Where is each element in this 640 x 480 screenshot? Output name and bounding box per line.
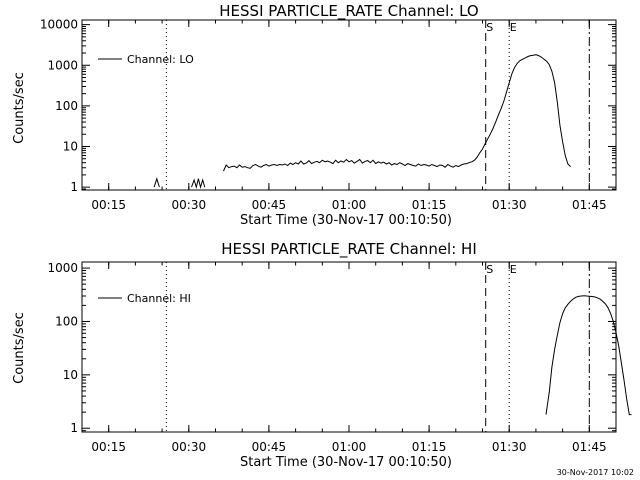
- event-marker-label: E: [510, 21, 517, 34]
- series-line: [223, 54, 571, 172]
- y-tick-label: 1000: [47, 58, 78, 72]
- panel-lo-title: HESSI PARTICLE_RATE Channel: LO: [219, 2, 478, 21]
- series-line: [153, 177, 160, 188]
- x-tick-label: 01:00: [332, 440, 367, 454]
- panel-channel-lo: HESSI PARTICLE_RATE Channel: LO Counts/s…: [12, 2, 617, 228]
- panel-lo-legend-label: Channel: LO: [127, 53, 194, 66]
- panel-lo-legend: Channel: LO: [98, 53, 194, 66]
- panel-hi-ticks: 00:15 00:30 00:45 01:00 01:15 01:30 01:45 1 10 10…: [47, 261, 617, 454]
- x-tick-label: 00:45: [252, 198, 287, 212]
- x-tick-label: 01:30: [492, 440, 527, 454]
- panel-hi-y-axis-label: Counts/sec: [12, 312, 27, 384]
- panel-hi-plot-frame: [81, 261, 617, 433]
- panel-hi-x-axis-label: Start Time (30-Nov-17 00:10:50): [240, 455, 452, 470]
- panel-channel-hi: HESSI PARTICLE_RATE Channel: HI Counts/s…: [12, 240, 632, 470]
- series-line: [545, 295, 632, 416]
- panel-lo-x-axis-label: Start Time (30-Nov-17 00:10:50): [240, 213, 452, 228]
- y-tick-label: 100: [55, 314, 78, 328]
- y-tick-label: 10000: [40, 18, 78, 32]
- x-tick-label: 01:15: [412, 440, 447, 454]
- series-line: [191, 178, 206, 189]
- x-tick-label: 01:15: [412, 198, 447, 212]
- timestamp-footer: 30-Nov-2017 10:02: [557, 468, 634, 477]
- y-tick-label: 100: [55, 99, 78, 113]
- x-tick-label: 01:00: [332, 198, 367, 212]
- x-tick-label: 00:30: [172, 198, 207, 212]
- panel-hi-legend-label: Channel: HI: [127, 292, 191, 305]
- x-tick-label: 00:30: [172, 440, 207, 454]
- panel-hi-series: [545, 295, 632, 416]
- event-marker-label: S: [486, 21, 493, 34]
- x-tick-label: 00:15: [91, 198, 126, 212]
- x-tick-label: 00:45: [252, 440, 287, 454]
- y-tick-label: 1: [70, 421, 78, 435]
- x-tick-label: 01:30: [492, 198, 527, 212]
- panel-hi-legend: Channel: HI: [98, 292, 191, 305]
- panel-lo-series: [153, 54, 571, 189]
- x-tick-label: 00:15: [91, 440, 126, 454]
- x-tick-label: 01:45: [572, 440, 607, 454]
- panel-lo-ticks: 00:15 00:30 00:45 01:00 01:15 01:30 01:45 1 10 10…: [40, 18, 617, 212]
- y-tick-label: 1000: [47, 261, 78, 275]
- event-marker-label: S: [486, 263, 493, 276]
- x-tick-label: 01:45: [572, 198, 607, 212]
- y-tick-label: 10: [63, 140, 78, 154]
- panel-hi-title: HESSI PARTICLE_RATE Channel: HI: [221, 240, 477, 259]
- event-marker-label: E: [510, 263, 517, 276]
- y-tick-label: 1: [70, 180, 78, 194]
- panel-lo-plot-frame: [81, 19, 617, 191]
- y-tick-label: 10: [63, 368, 78, 382]
- panel-lo-y-axis-label: Counts/sec: [12, 72, 27, 144]
